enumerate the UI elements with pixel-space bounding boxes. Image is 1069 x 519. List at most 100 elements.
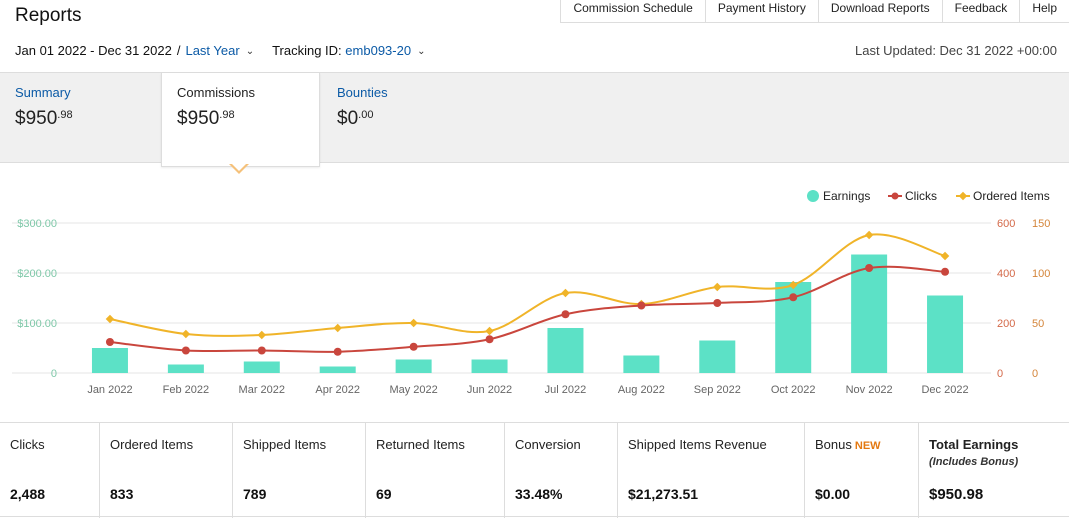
chart-lines [105, 230, 950, 356]
legend-item: Clicks [888, 189, 937, 203]
ordered-items-point [257, 330, 267, 340]
y-right-items-tick: 50 [1032, 318, 1044, 330]
chevron-down-icon[interactable]: ⌄ [245, 46, 255, 57]
stat-sublabel: (Includes Bonus) [929, 456, 1019, 468]
earnings-bar [927, 295, 964, 373]
tab-bounties[interactable]: Bounties $0.00 [322, 73, 482, 164]
feedback-link[interactable]: Feedback [941, 0, 1020, 23]
stat-value: 33.48% [515, 486, 563, 502]
chart-legend: Earnings Clicks Ordered Items [807, 189, 1050, 203]
earnings-bar [851, 254, 888, 373]
chevron-down-icon[interactable]: ⌄ [417, 46, 426, 57]
tab-commissions-label: Commissions [177, 85, 256, 100]
x-axis-labels: Jan 2022 Feb 2022 Mar 2022 Apr 2022 May 2022… [87, 384, 968, 396]
x-tick-label: Sep 2022 [694, 384, 741, 396]
earnings-bar [243, 361, 280, 373]
y-right-clicks-tick: 400 [997, 268, 1015, 280]
stat-label: Shipped Items Revenue [628, 437, 767, 452]
date-range: Jan 01 2022 - Dec 31 2022 [15, 43, 172, 58]
clicks-point [637, 301, 646, 310]
y-right-items-tick: 0 [1032, 368, 1038, 380]
clicks-point [561, 310, 570, 319]
clicks-point [181, 346, 190, 355]
stat-label: Returned Items [376, 437, 465, 452]
earnings-bar [319, 366, 356, 373]
tab-bounties-amount: $0.00 [337, 108, 374, 129]
y-left-tick: $100.00 [17, 318, 57, 330]
tab-commissions[interactable]: Commissions $950.98 [161, 73, 320, 167]
earnings-bar [167, 364, 204, 373]
stats-row: Clicks 2,488 Ordered Items 833 Shipped I… [0, 422, 1069, 518]
stat-bonus: Bonus NEW $0.00 [805, 423, 919, 518]
tab-summary[interactable]: Summary $950.98 [0, 73, 160, 164]
x-tick-label: May 2022 [389, 384, 437, 396]
earnings-bar [547, 328, 584, 373]
chart-grid [12, 222, 991, 374]
x-tick-label: Dec 2022 [921, 384, 968, 396]
x-tick-label: Jan 2022 [87, 384, 132, 396]
commission-schedule-link[interactable]: Commission Schedule [560, 0, 705, 23]
stat-value: 789 [243, 486, 267, 502]
stat-value: 833 [110, 486, 134, 502]
stat-value: $950.98 [929, 486, 984, 503]
clicks-point [941, 267, 950, 276]
stat-label: Total Earnings [929, 437, 1019, 452]
stat-total-earnings: Total Earnings (Includes Bonus) $950.98 [919, 423, 1069, 518]
top-nav: Commission Schedule Payment History Down… [560, 0, 1069, 23]
y-left-tick: $300.00 [17, 218, 57, 230]
ordered-items-point [105, 314, 115, 324]
y-right-clicks-tick: 0 [997, 368, 1003, 380]
earnings-bar [395, 359, 432, 373]
x-tick-label: Mar 2022 [239, 384, 285, 396]
tracking-id-dropdown[interactable]: emb093-20 [345, 43, 412, 58]
clicks-point [105, 338, 114, 346]
download-reports-link[interactable]: Download Reports [817, 0, 942, 23]
page-title: Reports [15, 5, 82, 26]
ordered-items-point [181, 329, 191, 339]
clicks-line [109, 265, 946, 353]
ordered-items-point [561, 288, 570, 298]
stat-value: 2,488 [10, 486, 46, 502]
clicks-point [713, 299, 722, 307]
stat-value: $0.00 [815, 486, 851, 502]
legend-label: Clicks [905, 189, 937, 203]
legend-marker [958, 191, 968, 201]
ordered-items-point [940, 251, 950, 261]
stat-label: Bonus NEW [815, 437, 881, 452]
tab-commissions-amount: $950.98 [177, 108, 235, 129]
y-left-tick: 0 [51, 368, 57, 380]
x-tick-label: Nov 2022 [846, 384, 893, 396]
x-tick-label: Oct 2022 [771, 384, 816, 396]
stat-shipped-revenue: Shipped Items Revenue $21,273.51 [618, 423, 805, 518]
stat-returned-items: Returned Items 69 [366, 423, 505, 518]
stat-conversion: Conversion 33.48% [505, 423, 618, 518]
x-tick-label: Aug 2022 [618, 384, 665, 396]
date-separator: / [176, 43, 181, 58]
clicks-point [485, 335, 494, 344]
stat-label: Shipped Items [243, 437, 327, 452]
ordered-items-point [864, 230, 874, 240]
x-tick-label: Feb 2022 [163, 384, 209, 396]
stat-clicks: Clicks 2,488 [0, 423, 100, 518]
ordered-items-point [485, 326, 494, 336]
legend-swatch [807, 190, 819, 202]
tab-summary-amount: $950.98 [15, 108, 73, 129]
clicks-point [257, 346, 266, 355]
stat-value: 69 [376, 486, 392, 502]
period-dropdown[interactable]: Last Year [185, 43, 240, 58]
ordered-items-line [109, 233, 946, 337]
tab-summary-label: Summary [15, 85, 71, 100]
earnings-bars [91, 254, 964, 373]
tracking-label: Tracking ID: [272, 43, 342, 58]
clicks-point [789, 293, 798, 302]
ordered-items-point [409, 318, 418, 328]
stat-label: Ordered Items [110, 437, 194, 452]
legend-item: Earnings [807, 189, 870, 203]
earnings-bar [623, 355, 660, 373]
stat-ordered-items: Ordered Items 833 [100, 423, 233, 518]
ordered-items-point [713, 282, 722, 292]
y-right-items-tick: 100 [1032, 268, 1050, 280]
payment-history-link[interactable]: Payment History [704, 0, 818, 23]
help-link[interactable]: Help [1019, 0, 1069, 23]
